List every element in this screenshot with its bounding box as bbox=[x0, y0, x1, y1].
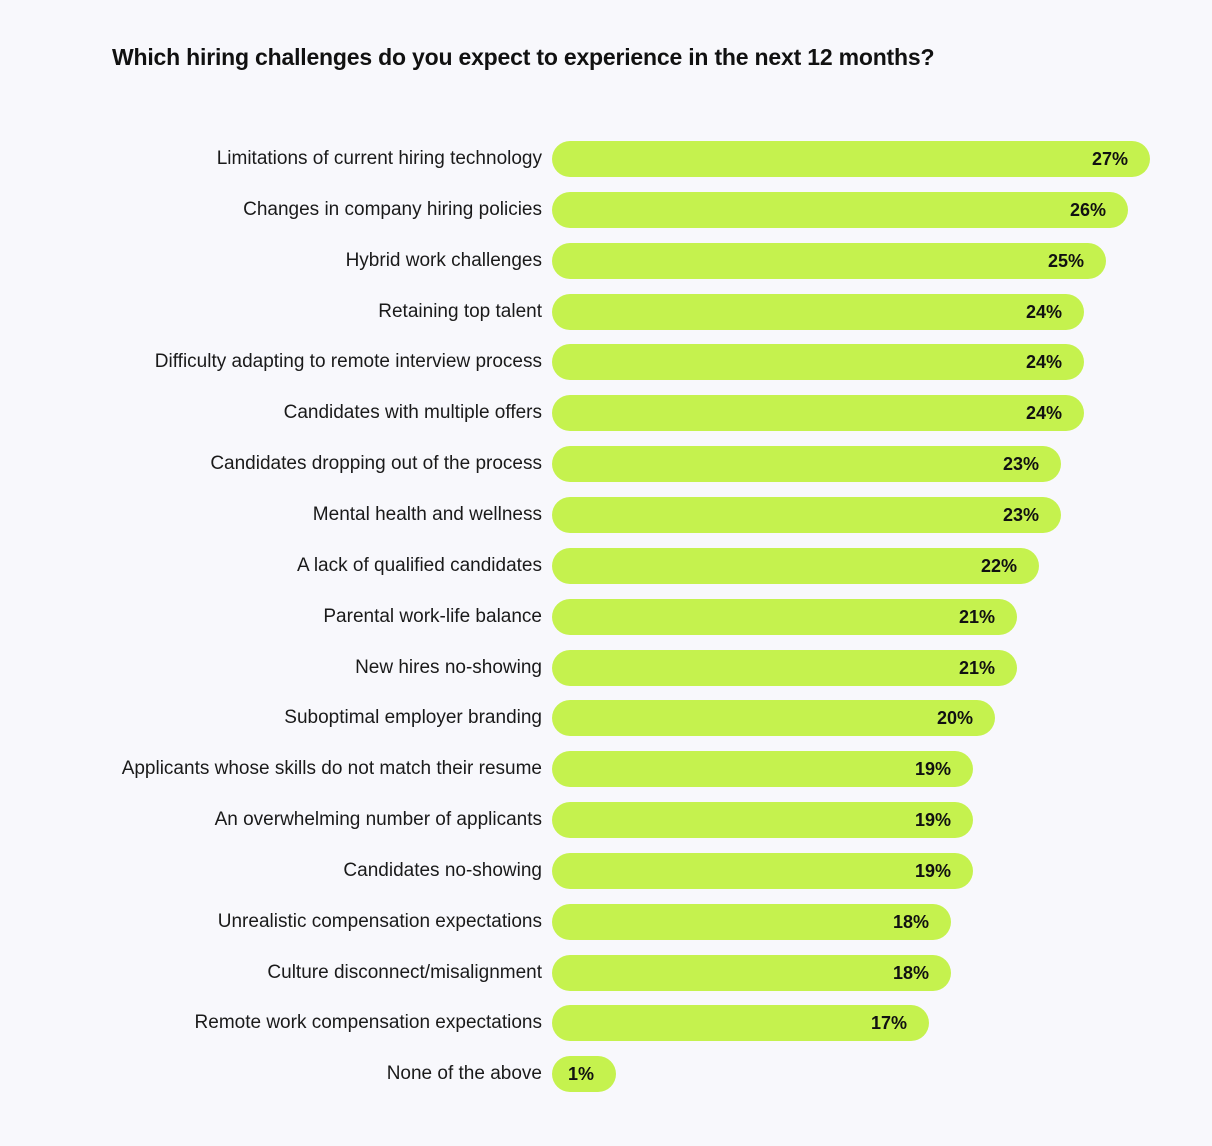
bar bbox=[552, 751, 973, 787]
value-label: 27% bbox=[1091, 149, 1128, 169]
category-label: Candidates with multiple offers bbox=[283, 402, 542, 423]
value-label: 21% bbox=[958, 658, 995, 678]
bar bbox=[552, 497, 1061, 533]
value-label: 22% bbox=[980, 556, 1017, 576]
bar bbox=[552, 344, 1084, 380]
category-label: Applicants whose skills do not match the… bbox=[121, 758, 542, 779]
value-label: 24% bbox=[1025, 403, 1062, 423]
value-label: 26% bbox=[1069, 200, 1106, 220]
category-label: An overwhelming number of applicants bbox=[214, 809, 542, 830]
value-label: 23% bbox=[1002, 454, 1039, 474]
value-label: 19% bbox=[914, 861, 951, 881]
category-label: A lack of qualified candidates bbox=[296, 555, 542, 576]
bar bbox=[552, 192, 1128, 228]
bar bbox=[552, 904, 951, 940]
value-label: 23% bbox=[1002, 505, 1039, 525]
value-label: 19% bbox=[914, 810, 951, 830]
bar bbox=[552, 446, 1061, 482]
category-label: Suboptimal employer branding bbox=[284, 707, 542, 728]
category-label: Difficulty adapting to remote interview … bbox=[154, 351, 542, 372]
bar bbox=[552, 1005, 929, 1041]
bar bbox=[552, 802, 973, 838]
category-label: New hires no-showing bbox=[355, 657, 542, 678]
chart-title: Which hiring challenges do you expect to… bbox=[112, 44, 935, 70]
value-label: 17% bbox=[870, 1013, 907, 1033]
category-label: Limitations of current hiring technology bbox=[216, 148, 542, 169]
category-label: None of the above bbox=[386, 1063, 542, 1084]
bar bbox=[552, 1056, 616, 1092]
bar bbox=[552, 853, 973, 889]
bar bbox=[552, 955, 951, 991]
value-label: 1% bbox=[567, 1064, 594, 1084]
category-label: Culture disconnect/misalignment bbox=[267, 962, 542, 983]
value-label: 18% bbox=[892, 912, 929, 932]
category-label: Remote work compensation expectations bbox=[194, 1012, 542, 1033]
category-label: Candidates no-showing bbox=[343, 860, 542, 881]
category-label: Mental health and wellness bbox=[312, 504, 542, 525]
bar bbox=[552, 650, 1017, 686]
bar bbox=[552, 700, 995, 736]
category-label: Retaining top talent bbox=[378, 301, 542, 322]
value-label: 24% bbox=[1025, 352, 1062, 372]
bar bbox=[552, 599, 1017, 635]
bar bbox=[552, 548, 1039, 584]
value-label: 20% bbox=[936, 708, 973, 728]
value-label: 25% bbox=[1047, 251, 1084, 271]
category-label: Changes in company hiring policies bbox=[243, 199, 542, 220]
bar bbox=[552, 141, 1150, 177]
value-label: 24% bbox=[1025, 302, 1062, 322]
value-label: 21% bbox=[958, 607, 995, 627]
category-label: Parental work-life balance bbox=[323, 606, 542, 627]
bar bbox=[552, 294, 1084, 330]
category-label: Candidates dropping out of the process bbox=[210, 453, 542, 474]
category-label: Unrealistic compensation expectations bbox=[217, 911, 542, 932]
value-label: 19% bbox=[914, 759, 951, 779]
category-label: Hybrid work challenges bbox=[345, 250, 542, 271]
bar bbox=[552, 243, 1106, 279]
value-label: 18% bbox=[892, 963, 929, 983]
bar bbox=[552, 395, 1084, 431]
